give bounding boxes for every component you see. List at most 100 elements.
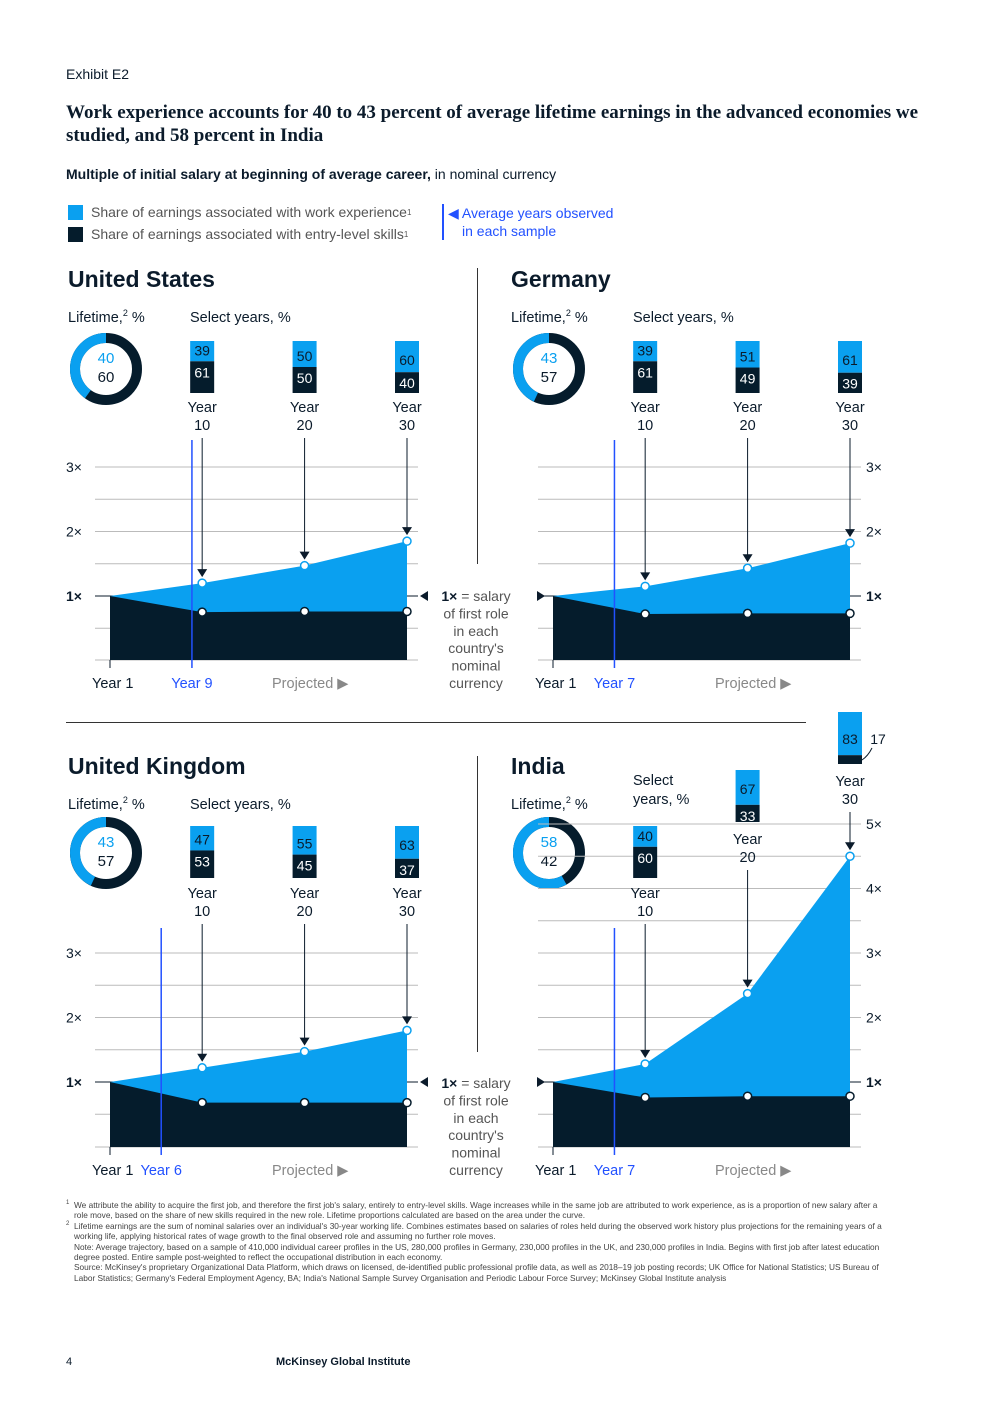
united-states-ytick-2: 2× (66, 524, 82, 540)
germany-ytick-3: 3× (866, 459, 882, 475)
germany-bar-entry-20 (735, 367, 760, 393)
germany-bar-work-value-30: 61 (842, 352, 858, 368)
footnote-1: 1 We attribute the ability to acquire the… (66, 1200, 886, 1221)
india-year-value-30: 30 (842, 792, 858, 808)
united-kingdom-point-entry-30 (402, 1097, 412, 1108)
germany-point-entry-30 (845, 608, 855, 619)
united-kingdom-bar-entry-value-20: 45 (297, 858, 313, 874)
united-kingdom-ytick-1: 1× (66, 1074, 82, 1090)
germany-ytick-2: 2× (866, 524, 882, 540)
germany-bar-entry-30 (838, 372, 862, 393)
united-states-donut-entry-value: 60 (98, 369, 115, 386)
india-xlabel-observed: Year 7 (594, 1163, 635, 1179)
united-states-lifetime-label: Lifetime,2 % (68, 308, 145, 326)
united-kingdom-point-entry-10 (197, 1097, 207, 1108)
legend-entry-label: Share of earnings associated with entry-… (91, 226, 404, 242)
germany-donut-work-value: 43 (541, 350, 558, 367)
page-number: 4 (66, 1356, 73, 1368)
united-kingdom-lifetime-label: Lifetime,2 % (68, 795, 145, 813)
india-donut-work (513, 817, 585, 889)
united-states-point-entry-30 (402, 606, 412, 617)
germany-marker-1x (537, 591, 545, 601)
note-1x-1-line-2: in each (453, 1110, 498, 1126)
germany-bar-work-value-10: 39 (637, 342, 653, 358)
legend-observed-l2: in each sample (462, 223, 557, 239)
united-kingdom-donut-entry-value: 57 (98, 853, 115, 870)
india-year-label-30: Year (835, 774, 864, 790)
note-1x-0-line-3: country's (448, 640, 504, 656)
united-states-point-entry-10 (197, 607, 207, 617)
united-states-year-label-30: Year (392, 400, 421, 416)
united-kingdom-year-value-30: 30 (399, 904, 415, 920)
legend-observed-l1: Average years observed (461, 205, 614, 221)
united-states-xlabel-observed: Year 9 (171, 676, 212, 692)
germany-year-value-20: 20 (740, 418, 756, 434)
germany-point-entry-20 (742, 608, 753, 619)
germany-year-label-20: Year (733, 400, 762, 416)
united-states-arrow-head-10 (197, 569, 208, 578)
united-states-arrow-head-20 (299, 551, 310, 560)
note-1x-0-line-4: nominal (451, 658, 500, 674)
india-xlabel-projected: Projected ▶ (715, 1163, 792, 1179)
united-states-bar-work-10 (190, 341, 215, 362)
footnotes: 1 We attribute the ability to acquire the… (66, 1200, 886, 1283)
india-area-entry (553, 1082, 850, 1147)
india-title: India (511, 753, 565, 779)
united-states-point-total-10 (197, 578, 207, 588)
india-bar-leader-30 (861, 747, 873, 761)
legend-entry-swatch (68, 226, 83, 242)
germany-bar-work-20 (735, 341, 760, 368)
note-1x-1-line-5: currency (449, 1162, 503, 1178)
india-bar-entry-value-20: 33 (740, 808, 756, 824)
united-states-bar-work-value-30: 60 (399, 352, 415, 368)
germany-area-entry (553, 596, 850, 660)
india-bar-work-10 (633, 826, 658, 847)
germany-bar-entry-10 (633, 361, 658, 393)
united-kingdom-bar-work-30 (395, 826, 419, 859)
india-point-total-10 (640, 1059, 650, 1069)
germany-lifetime-label: Lifetime,2 % (511, 308, 588, 326)
germany-xlabel-observed: Year 7 (594, 676, 635, 692)
note: Note: Average trajectory, based on a sam… (74, 1241, 880, 1263)
united-kingdom-bar-entry-20 (292, 854, 317, 878)
india-bar-entry-20 (735, 804, 760, 822)
united-kingdom-bar-entry-value-10: 53 (194, 853, 210, 869)
india-ytick-1: 1× (866, 1074, 882, 1090)
united-kingdom-point-total-30 (402, 1025, 412, 1036)
united-kingdom-xlabel-projected: Projected ▶ (272, 1163, 349, 1179)
united-kingdom-bar-work-value-20: 55 (297, 836, 313, 852)
united-states-title: United States (68, 266, 215, 292)
united-kingdom-xlabel-year1: Year 1 (92, 1163, 133, 1179)
india-xlabel-year1: Year 1 (535, 1163, 576, 1179)
germany-arrow-head-10 (640, 572, 651, 581)
subtitle-rest: in nominal currency (430, 166, 557, 182)
legend-work-label: Share of earnings associated with work e… (91, 204, 407, 220)
chart-title: Work experience accounts for 40 to 43 pe… (66, 102, 919, 146)
germany-point-total-20 (742, 563, 753, 574)
germany-arrow-head-20 (742, 554, 753, 563)
india-arrow-head-30 (845, 842, 855, 851)
exhibit-label: Exhibit E2 (66, 66, 130, 82)
united-states-year-label-20: Year (290, 400, 319, 416)
footnote-2-text: Lifetime earnings are the sum of nominal… (74, 1220, 882, 1242)
united-kingdom-area-entry (110, 1082, 407, 1147)
india-bar-work-30 (838, 712, 862, 756)
germany-bar-work-30 (838, 341, 862, 373)
india-year-value-10: 10 (637, 904, 653, 920)
india-bar-entry-value-30: 17 (870, 731, 886, 747)
united-states-donut-work-value: 40 (98, 350, 115, 367)
india-arrow-head-10 (640, 1049, 651, 1058)
germany-donut-work (513, 333, 585, 405)
united-kingdom-bar-work-value-10: 47 (194, 831, 210, 847)
united-kingdom-xlabel-observed: Year 6 (141, 1163, 182, 1179)
united-kingdom-ytick-2: 2× (66, 1010, 82, 1026)
united-states-point-total-30 (402, 536, 412, 546)
united-states-xlabel-year1: Year 1 (92, 676, 133, 692)
united-kingdom-bar-work-value-30: 63 (399, 837, 415, 853)
india-bar-entry-30 (838, 755, 862, 764)
germany-bar-work-10 (633, 341, 658, 362)
india-point-total-30 (845, 851, 855, 861)
legend-entry: Share of earnings associated with entry-… (68, 226, 408, 242)
india-lifetime-label: Lifetime,2 % (511, 795, 588, 813)
united-states-bar-work-30 (395, 341, 419, 373)
